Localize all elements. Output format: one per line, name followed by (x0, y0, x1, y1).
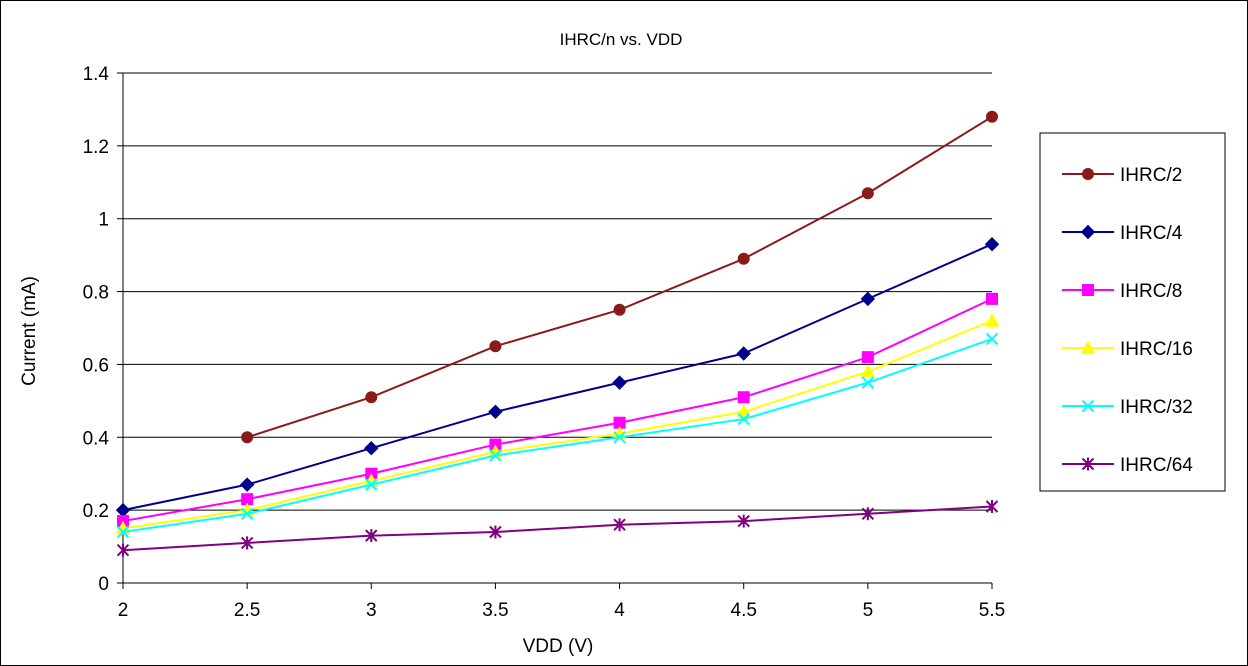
chart-title: IHRC/n vs. VDD (560, 30, 683, 49)
x-tick-label: 3 (366, 600, 377, 621)
y-tick-label: 0.4 (83, 428, 110, 449)
data-point (365, 478, 378, 491)
x-axis-label: VDD (V) (523, 636, 594, 657)
data-point (860, 291, 876, 307)
y-tick-label: 0.6 (83, 355, 109, 376)
data-point (364, 441, 379, 456)
x-tick-label: 5.5 (979, 600, 1005, 621)
data-point (613, 303, 626, 316)
y-tick-label: 0.2 (83, 501, 109, 522)
legend-box (1039, 132, 1226, 492)
data-point (116, 525, 130, 539)
y-tick-label: 1 (98, 210, 109, 231)
data-point (737, 391, 750, 404)
series-line (122, 337, 993, 533)
data-point (736, 404, 752, 418)
x-tick-label: 2.5 (234, 600, 260, 621)
legend-label: IHRC/8 (1120, 281, 1182, 302)
data-point (985, 500, 999, 513)
legend-marker (1080, 224, 1096, 240)
legend-item: IHRC/2 (1062, 165, 1182, 186)
x-tick-label: 5 (863, 600, 874, 621)
data-point (737, 412, 750, 426)
legend-label: IHRC/2 (1120, 165, 1182, 186)
legend-label: IHRC/16 (1120, 339, 1193, 360)
series-line (122, 297, 993, 523)
legend-item: IHRC/4 (1062, 223, 1183, 244)
data-point (986, 110, 998, 123)
data-point (612, 375, 627, 390)
data-point (489, 340, 502, 353)
data-point (240, 507, 254, 520)
legend-marker (1080, 340, 1096, 354)
data-point (241, 431, 254, 444)
legend-marker (1081, 399, 1095, 413)
y-tick-label: 1.4 (83, 64, 110, 85)
legend-marker (1082, 168, 1094, 180)
plot-area: 0 0.2 0.4 0.6 0.8 1 1.2 1.4 2 2.5 3 3.5 4 4.5 5 5.5 (83, 64, 1006, 621)
data-point (365, 529, 378, 543)
series-line (122, 505, 993, 552)
x-tick-label: 2 (118, 600, 129, 621)
series-ihrc-64 (116, 500, 999, 557)
data-point (861, 376, 875, 389)
data-point (985, 332, 999, 346)
data-point (984, 313, 1000, 327)
x-tick-label: 3.5 (482, 600, 508, 621)
x-tick-label: 4 (614, 600, 625, 621)
data-point (861, 351, 874, 364)
data-point (613, 518, 626, 532)
data-point (116, 543, 130, 557)
data-point (240, 536, 254, 550)
data-point (736, 346, 751, 361)
legend-item: IHRC/32 (1062, 397, 1193, 418)
data-point (239, 477, 255, 492)
data-point (984, 237, 1000, 252)
legend-label: IHRC/4 (1120, 223, 1183, 244)
legend: IHRC/2 IHRC/4 IHRC/8 IHRC/16 IHRC/32 IHRC/64 (1039, 132, 1226, 492)
data-point (860, 364, 876, 378)
series-line (122, 243, 993, 512)
data-point (986, 292, 998, 305)
legend-item: IHRC/8 (1062, 281, 1182, 302)
y-tick-label: 0 (98, 574, 109, 595)
data-point (489, 449, 502, 462)
series-ihrc-2 (241, 110, 998, 444)
data-point (489, 525, 502, 539)
series-line (122, 319, 993, 530)
x-tick-label: 4.5 (731, 600, 757, 621)
data-point (365, 391, 378, 404)
data-point (737, 252, 750, 265)
legend-item: IHRC/64 (1062, 455, 1193, 476)
data-point (861, 187, 874, 200)
data-point (737, 514, 750, 528)
data-point (861, 507, 875, 521)
legend-marker (1082, 284, 1094, 296)
legend-item: IHRC/16 (1062, 339, 1193, 360)
y-axis-label: Current (mA) (19, 276, 40, 386)
y-tick-label: 1.2 (83, 137, 109, 158)
legend-label: IHRC/64 (1120, 455, 1193, 476)
legend-marker (1081, 457, 1095, 471)
series-ihrc-4 (115, 237, 1000, 518)
y-tick-label: 0.8 (83, 283, 109, 304)
data-point (613, 431, 626, 444)
data-point (488, 404, 503, 419)
series-ihrc-32 (116, 332, 999, 539)
legend-label: IHRC/32 (1120, 397, 1193, 418)
